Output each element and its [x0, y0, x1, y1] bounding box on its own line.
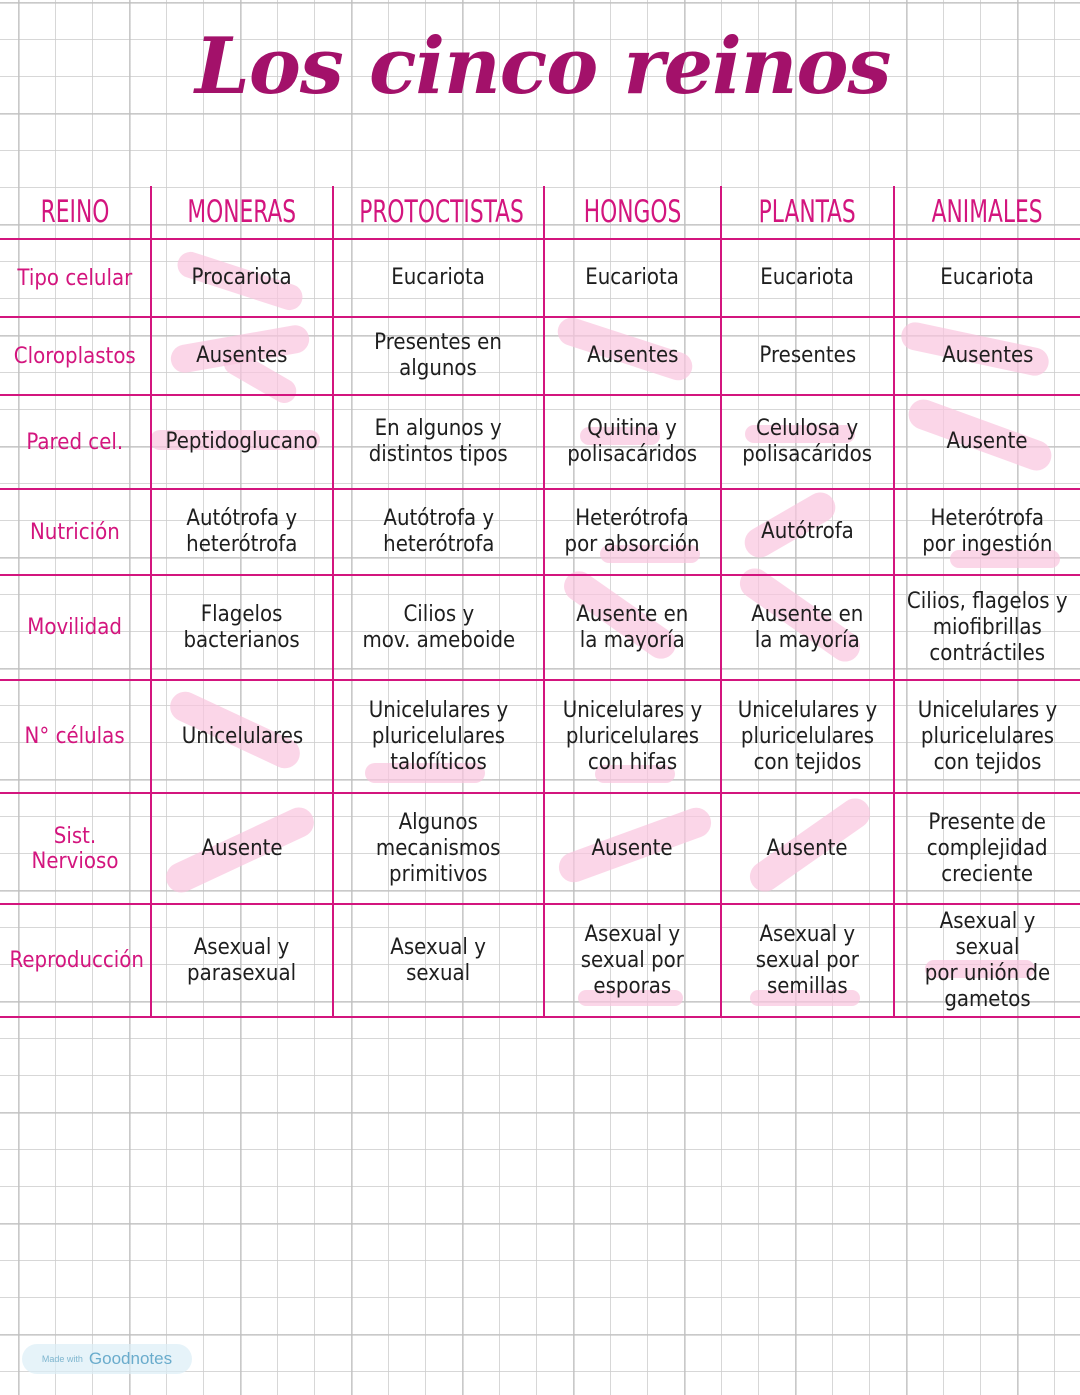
header-plantas: PLANTAS: [720, 186, 894, 240]
table-cell: Unicelulares: [150, 680, 333, 794]
row-label-cloroplastos: Cloroplastos: [0, 317, 151, 396]
row-label-pared-celular: Pared cel.: [0, 395, 151, 490]
page-title: Los cinco reinos: [195, 21, 891, 112]
table-cell: Presentes: [720, 317, 894, 396]
table-cell: Quitina y polisacáridos: [543, 395, 721, 490]
table-cell: Algunos mecanismos primitivos: [332, 793, 544, 905]
header-animales: ANIMALES: [893, 186, 1080, 240]
watermark-prefix: Made with: [41, 1354, 83, 1364]
table-cell: Eucariota: [720, 239, 894, 318]
table-cell: Cilios y mov. ameboide: [332, 575, 544, 681]
table-cell: Asexual y sexual por unión de gametos: [893, 904, 1080, 1018]
table-cell: Ausentes: [893, 317, 1080, 396]
row-label-sistema-nervioso: Sist. Nervioso: [0, 793, 151, 905]
table-cell: Autótrofa y heterótrofa: [150, 489, 333, 576]
header-hongos: HONGOS: [543, 186, 721, 240]
table-cell: Autótrofa y heterótrofa: [332, 489, 544, 576]
table-row: N° células Unicelulares Unicelulares y p…: [0, 680, 1080, 794]
table-cell: Asexual y sexual: [332, 904, 544, 1018]
table-cell: Ausente en la mayoría: [543, 575, 721, 681]
table-cell: Ausentes: [150, 317, 333, 396]
table-cell: Ausente: [720, 793, 894, 905]
table-cell: Asexual y sexual por esporas: [543, 904, 721, 1018]
table-cell: Heterótrofa por absorción: [543, 489, 721, 576]
table-cell: Ausente en la mayoría: [720, 575, 894, 681]
table-cell: Celulosa y polisacáridos: [720, 395, 894, 490]
table-row: Nutrición Autótrofa y heterótrofa Autótr…: [0, 489, 1080, 576]
table-cell: Peptidoglucano: [150, 395, 333, 490]
row-label-reproduccion: Reproducción: [0, 904, 151, 1018]
table-cell: Presentes en algunos: [332, 317, 544, 396]
table-cell: Asexual y sexual por semillas: [720, 904, 894, 1018]
table-cell: Autótrofa: [720, 489, 894, 576]
table-cell: Unicelulares y pluricelulares con tejido…: [720, 680, 894, 794]
table-row: Movilidad Flagelos bacterianos Cilios y …: [0, 575, 1080, 681]
table-cell: Cilios, flagelos y miofibrillas contráct…: [893, 575, 1080, 681]
row-label-tipo-celular: Tipo celular: [0, 239, 151, 318]
table-cell: Eucariota: [893, 239, 1080, 318]
table-cell: Eucariota: [543, 239, 721, 318]
table-row: Pared cel. Peptidoglucano En algunos y d…: [0, 395, 1080, 490]
header-moneras: MONERAS: [150, 186, 333, 240]
table-cell: En algunos y distintos tipos: [332, 395, 544, 490]
table-cell: Ausente: [543, 793, 721, 905]
table-cell: Eucariota: [332, 239, 544, 318]
table-cell: Unicelulares y pluricelulares con tejido…: [893, 680, 1080, 794]
table-row: Cloroplastos Ausentes Presentes en algun…: [0, 317, 1080, 396]
watermark-brand: Goodnotes: [88, 1349, 173, 1368]
table-row: Sist. Nervioso Ausente Algunos mecanismo…: [0, 793, 1080, 905]
table-cell: Asexual y parasexual: [150, 904, 333, 1018]
row-label-numero-celulas: N° células: [0, 680, 151, 794]
table-cell: Flagelos bacterianos: [150, 575, 333, 681]
table-cell: Heterótrofa por ingestión: [893, 489, 1080, 576]
row-label-nutricion: Nutrición: [0, 489, 151, 576]
table-cell: Ausente: [150, 793, 333, 905]
table-row: Tipo celular Procariota Eucariota Eucari…: [0, 239, 1080, 318]
header-protoctistas: PROTOCTISTAS: [332, 186, 544, 240]
kingdoms-table: REINO MONERAS PROTOCTISTAS HONGOS PLANTA…: [0, 186, 1080, 1018]
table-row: Reproducción Asexual y parasexual Asexua…: [0, 904, 1080, 1018]
header-reino: REINO: [0, 186, 151, 240]
table-cell: Presente de complejidad creciente: [893, 793, 1080, 905]
table-cell: Procariota: [150, 239, 333, 318]
table-cell: Ausente: [893, 395, 1080, 490]
table-cell: Unicelulares y pluricelulares talofítico…: [332, 680, 544, 794]
goodnotes-watermark: Made with Goodnotes: [22, 1344, 192, 1374]
table-cell: Ausentes: [543, 317, 721, 396]
row-label-movilidad: Movilidad: [0, 575, 151, 681]
table-cell: Unicelulares y pluricelulares con hifas: [543, 680, 721, 794]
header-row: REINO MONERAS PROTOCTISTAS HONGOS PLANTA…: [0, 186, 1080, 240]
